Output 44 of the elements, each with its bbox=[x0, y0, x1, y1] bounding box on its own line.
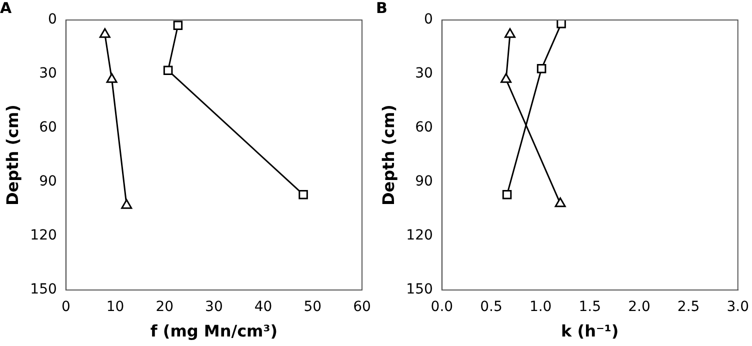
y-tick-label: 30 bbox=[415, 66, 433, 82]
y-tick-label: 120 bbox=[30, 228, 57, 244]
point bbox=[99, 28, 110, 38]
x-tick-label: 2.0 bbox=[628, 299, 650, 316]
y-tick-label: 0 bbox=[424, 12, 433, 28]
y-axis-title: Depth (cm) bbox=[2, 104, 22, 206]
y-axis-title: Depth (cm) bbox=[378, 104, 398, 206]
point bbox=[500, 73, 512, 83]
x-tick-label: 2.5 bbox=[677, 299, 700, 316]
point bbox=[163, 66, 173, 76]
y-tick-label: 120 bbox=[406, 228, 433, 244]
y-tick-label: 0 bbox=[48, 12, 57, 28]
point bbox=[554, 197, 566, 208]
y-tick-label: 90 bbox=[39, 174, 57, 190]
y-tick-label: 60 bbox=[39, 120, 57, 136]
chart-title: B bbox=[376, 0, 388, 17]
point bbox=[298, 190, 308, 200]
y-tick-label: 150 bbox=[30, 282, 57, 298]
y-tick-label: 90 bbox=[415, 174, 433, 190]
point bbox=[106, 73, 118, 83]
point bbox=[502, 190, 512, 200]
chart-title: A bbox=[0, 0, 12, 17]
point bbox=[556, 20, 566, 28]
x-tick-label: 0.5 bbox=[480, 299, 502, 316]
x-tick-label: 0.0 bbox=[430, 299, 454, 316]
x-tick-label: 10 bbox=[106, 299, 124, 316]
point bbox=[121, 199, 132, 209]
y-tick-label: 30 bbox=[39, 66, 57, 82]
x-tick-label: 0 bbox=[61, 299, 70, 316]
y-tick-label: 150 bbox=[406, 282, 433, 298]
point bbox=[504, 28, 516, 38]
point bbox=[173, 20, 183, 30]
x-tick-label: 1.0 bbox=[529, 299, 552, 316]
x-tick-label: 50 bbox=[304, 299, 322, 316]
x-axis-title: k (h⁻¹) bbox=[561, 322, 619, 341]
y-tick-label: 60 bbox=[415, 120, 433, 136]
point bbox=[536, 64, 546, 74]
x-tick-label: 30 bbox=[205, 299, 223, 316]
x-tick-label: 20 bbox=[156, 299, 174, 316]
x-tick-label: 3.0 bbox=[726, 299, 749, 316]
x-axis-title: f (mg Mn/cm³) bbox=[150, 322, 278, 341]
x-tick-label: 60 bbox=[353, 299, 371, 316]
x-tick-label: 1.5 bbox=[578, 299, 602, 316]
x-tick-label: 40 bbox=[254, 299, 272, 316]
